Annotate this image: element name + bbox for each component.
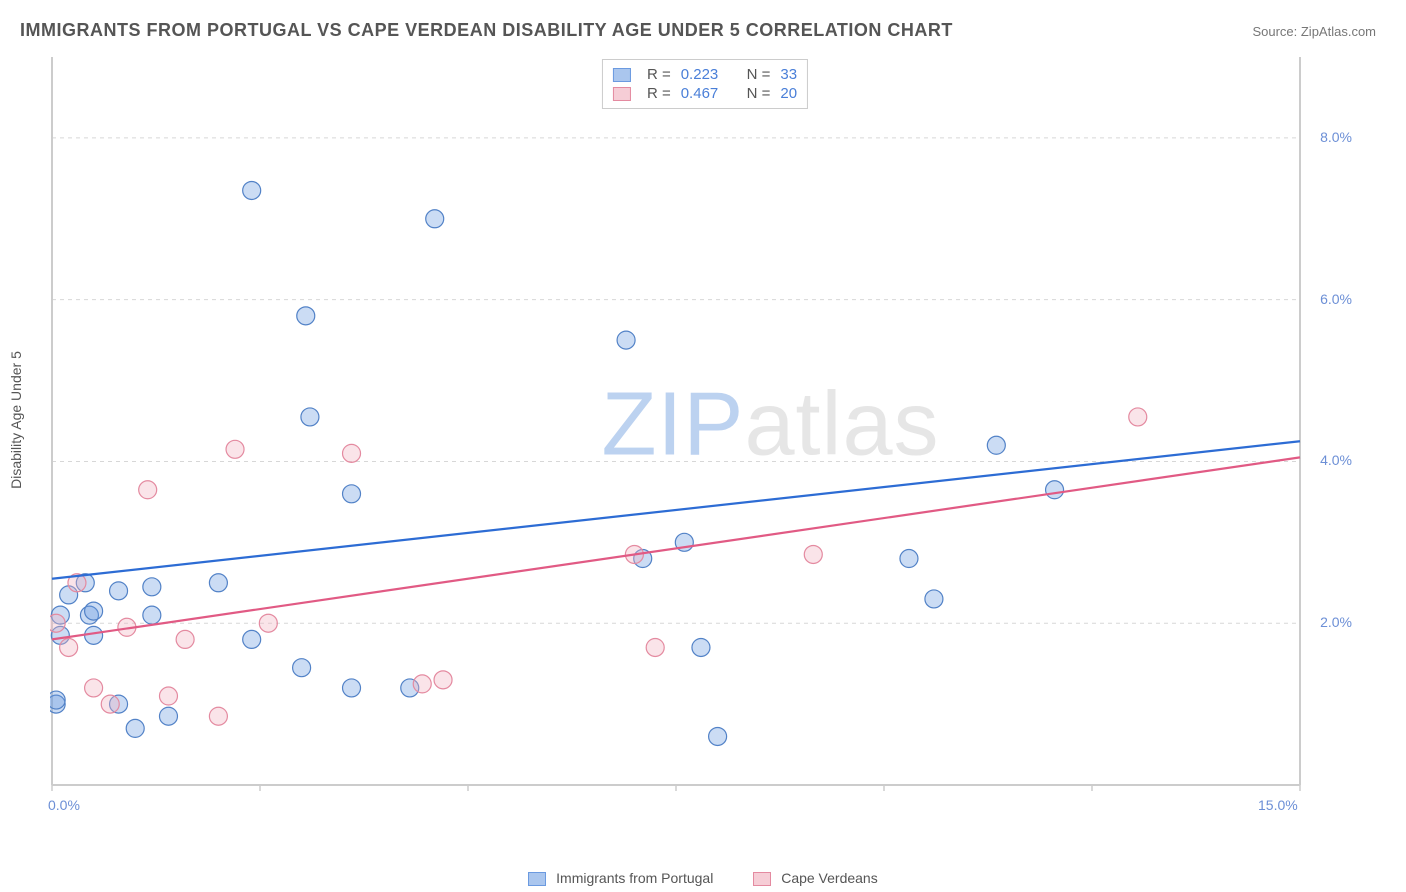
correlation-row-portugal: R = 0.223 N = 33 bbox=[613, 66, 797, 83]
source-label: Source: ZipAtlas.com bbox=[1252, 24, 1376, 39]
legend-item-portugal: Immigrants from Portugal bbox=[528, 870, 713, 886]
legend-label-portugal: Immigrants from Portugal bbox=[556, 870, 713, 886]
y-axis-label: Disability Age Under 5 bbox=[8, 351, 24, 489]
y-tick-label: 6.0% bbox=[1320, 291, 1352, 307]
n-value-portugal: 33 bbox=[780, 66, 797, 83]
y-tick-label: 8.0% bbox=[1320, 129, 1352, 145]
series-legend: Immigrants from Portugal Cape Verdeans bbox=[0, 870, 1406, 886]
n-value-capeverde: 20 bbox=[780, 85, 797, 102]
correlation-row-capeverde: R = 0.467 N = 20 bbox=[613, 85, 797, 102]
chart-svg bbox=[50, 55, 1360, 825]
chart-title: IMMIGRANTS FROM PORTUGAL VS CAPE VERDEAN… bbox=[20, 20, 953, 41]
n-label: N = bbox=[747, 66, 771, 83]
x-tick-label: 15.0% bbox=[1258, 797, 1298, 813]
y-tick-label: 2.0% bbox=[1320, 614, 1352, 630]
scatter-plot: ZIPatlas R = 0.223 N = 33 R = 0.467 N = … bbox=[50, 55, 1360, 825]
r-label: R = bbox=[647, 85, 671, 102]
swatch-capeverde-icon bbox=[753, 872, 771, 886]
r-value-portugal: 0.223 bbox=[681, 66, 719, 83]
r-value-capeverde: 0.467 bbox=[681, 85, 719, 102]
n-label: N = bbox=[747, 85, 771, 102]
x-tick-label: 0.0% bbox=[48, 797, 80, 813]
swatch-portugal-icon bbox=[613, 68, 631, 82]
legend-label-capeverde: Cape Verdeans bbox=[781, 870, 878, 886]
legend-item-capeverde: Cape Verdeans bbox=[753, 870, 877, 886]
y-tick-label: 4.0% bbox=[1320, 452, 1352, 468]
swatch-portugal-icon bbox=[528, 872, 546, 886]
swatch-capeverde-icon bbox=[613, 87, 631, 101]
correlation-legend-box: R = 0.223 N = 33 R = 0.467 N = 20 bbox=[602, 59, 808, 109]
r-label: R = bbox=[647, 66, 671, 83]
